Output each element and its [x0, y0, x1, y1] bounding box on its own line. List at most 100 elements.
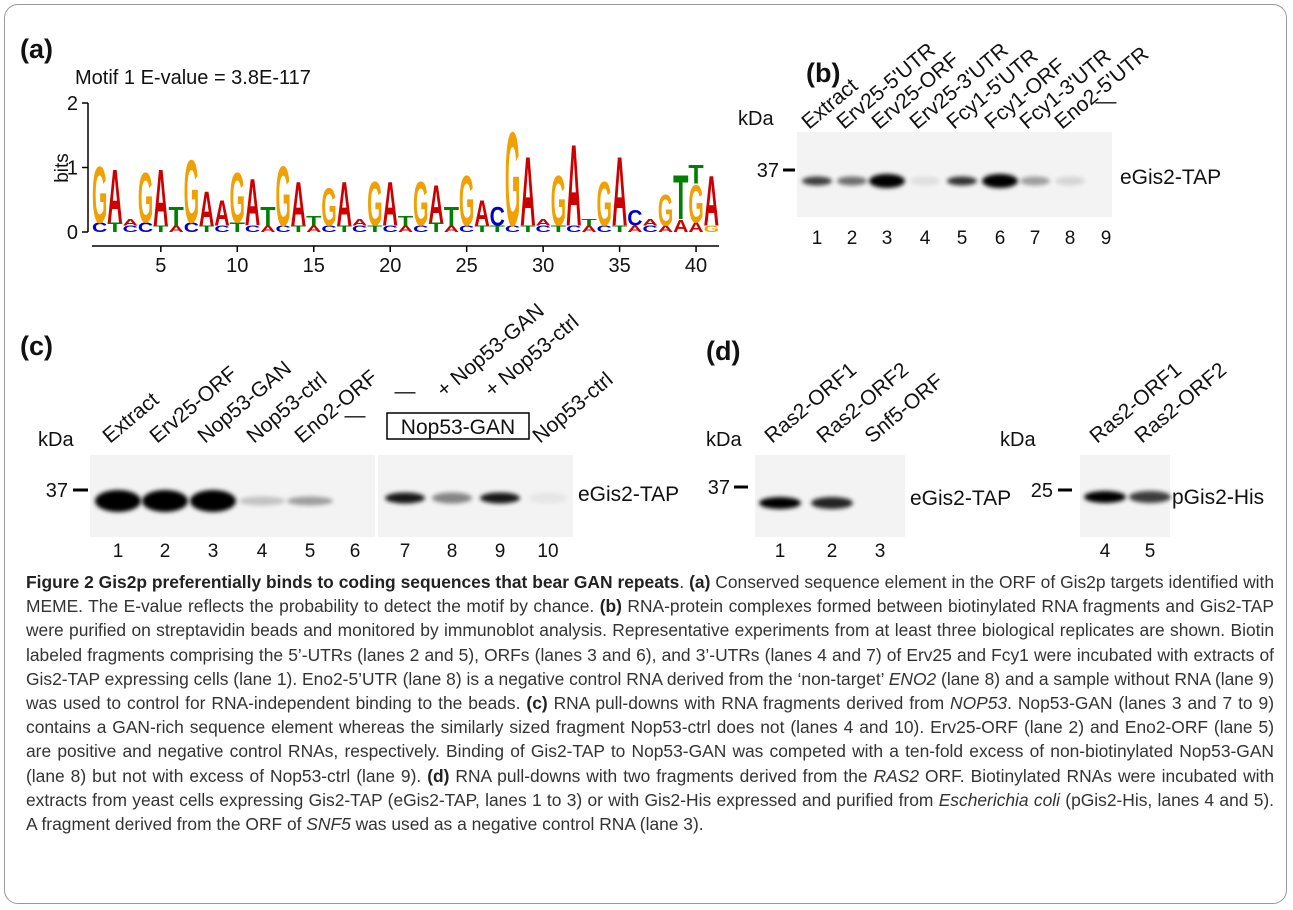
logo-stack: G [551, 162, 566, 242]
band [432, 493, 472, 504]
logo-stack: A [107, 153, 122, 239]
size-marker: 37 [46, 480, 68, 502]
caption-bold: (b) [600, 596, 622, 616]
size-marker: 25 [1031, 480, 1053, 502]
logo-stack: G [367, 169, 382, 239]
panel-label: (c) [20, 331, 53, 361]
logo-stack: A [612, 137, 627, 248]
protein-label: eGis2-TAP [1120, 166, 1221, 189]
logo-stack: G [230, 159, 245, 239]
lane-label: — [345, 404, 366, 427]
logo-letter: A [520, 137, 535, 248]
band [142, 490, 188, 512]
x-tick-label: 20 [379, 255, 401, 277]
page: {"figure": { "a": {"label": "(a)", "titl… [0, 0, 1293, 910]
protein-label: eGis2-TAP [578, 483, 679, 506]
logo-letter: A [153, 154, 168, 243]
logo-letter: A [291, 169, 306, 239]
logo-letter: A [566, 120, 581, 251]
logo-letter: C [627, 205, 643, 231]
band [947, 177, 977, 186]
logo-stack: A [291, 169, 306, 239]
band [811, 497, 853, 509]
protein-label: eGis2-TAP [910, 487, 1011, 510]
y-tick-label: 2 [67, 93, 78, 115]
kda-label: kDa [38, 429, 74, 451]
logo-stack: T [306, 213, 321, 228]
logo-stack: G [138, 159, 153, 239]
logo-stack: A [245, 165, 260, 241]
logo-letter: G [321, 177, 336, 238]
logo-letter: A [337, 169, 352, 239]
band [480, 493, 520, 504]
blot [797, 132, 1112, 217]
logo-letter: G [230, 159, 245, 239]
logo-stack: G [92, 151, 107, 240]
size-marker: 37 [757, 160, 779, 182]
logo-letter: A [643, 218, 659, 228]
caption-italic: RAS2 [874, 766, 919, 786]
kda-label: kDa [738, 108, 774, 130]
lane-number: 7 [1030, 228, 1041, 249]
logo-title: Motif 1 E-value = 3.8E-117 [75, 67, 311, 89]
kda-label: kDa [1000, 429, 1036, 451]
lane-number: 1 [775, 541, 786, 562]
lane-number: 6 [995, 228, 1006, 249]
lane-number: 6 [350, 541, 361, 562]
protein-label: pGis2-His [1172, 486, 1264, 509]
caption-text: . [679, 572, 689, 592]
x-tick-label: 25 [456, 255, 478, 277]
kda-label: kDa [706, 429, 742, 451]
band [239, 497, 285, 506]
logo-letter: A [428, 174, 443, 235]
lane-label: — [1096, 90, 1117, 113]
logo-letter: T [398, 213, 413, 228]
logo-letter: G [276, 150, 291, 245]
caption: Figure 2 Gis2p preferentially binds to c… [26, 570, 1274, 836]
caption-italic: Escherichia coli [939, 790, 1060, 810]
logo-stack: A [704, 162, 719, 242]
logo-letter: G [138, 159, 153, 239]
band [759, 497, 801, 509]
logo-letter: T [168, 202, 184, 232]
band [802, 177, 832, 186]
lane-number: 2 [160, 541, 171, 562]
y-tick-label: 1 [67, 158, 78, 180]
logo-stack: A [123, 218, 139, 228]
x-tick-label: 10 [226, 255, 248, 277]
band [95, 490, 141, 512]
logo-stack: A [428, 174, 443, 235]
lane-label: Nop53-ctrl [528, 368, 617, 448]
logo-stack: T [260, 202, 276, 232]
lane-number: 9 [1101, 228, 1112, 249]
band [1020, 177, 1050, 186]
logo-stack: C [490, 202, 505, 232]
band [1084, 491, 1126, 503]
logo-letter: A [107, 153, 122, 239]
x-tick-label: 35 [608, 255, 630, 277]
panel-label: (d) [706, 336, 740, 366]
logo-letter: G [92, 151, 107, 240]
lane-number: 3 [882, 228, 893, 249]
band [910, 177, 940, 186]
logo-letter: G [505, 105, 520, 254]
lane-number: 8 [447, 541, 458, 562]
logo-letter: T [688, 160, 704, 190]
logo-stack: G [658, 186, 673, 236]
logo-stack: A [337, 169, 352, 239]
caption-bold: (d) [427, 766, 449, 786]
band [837, 177, 867, 186]
logo-letter: A [474, 194, 489, 234]
logo-letter: T [260, 202, 276, 232]
lane-number: 2 [847, 228, 858, 249]
logo-letter: C [490, 202, 505, 232]
logo-stack: A [643, 218, 659, 228]
logo-letter: A [352, 218, 368, 228]
logo-stack: G [276, 150, 291, 245]
logo-letter: G [551, 162, 566, 242]
band [190, 490, 236, 512]
logo-stack: T [444, 202, 460, 232]
logo-stack: A [474, 194, 489, 234]
logo-letter: G [367, 169, 382, 239]
logo-stack: G [413, 169, 428, 239]
